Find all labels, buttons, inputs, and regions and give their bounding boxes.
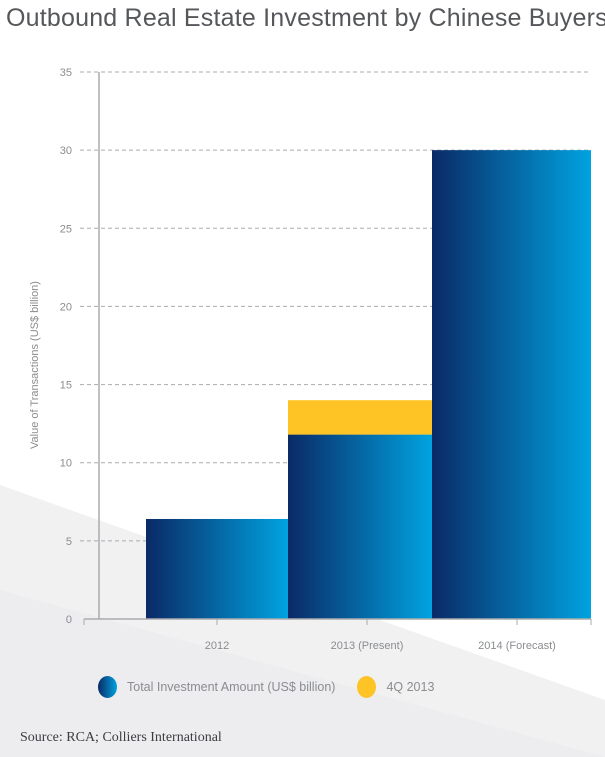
legend-swatch-total [98,676,117,698]
legend-label-4q2013: 4Q 2013 [386,680,435,694]
legend-swatch-4q2013 [357,676,377,698]
y-tick-label: 10 [60,458,72,470]
y-axis-label: Value of Transactions (US$ billion) [29,281,41,449]
bar-total-2014 [432,150,591,619]
y-tick-label: 0 [66,614,72,626]
bar-4q2013-2013 [288,400,432,435]
bar-total-2013 [288,434,432,619]
y-tick-label: 20 [60,301,72,313]
chart-title: Outbound Real Estate Investment by Chine… [6,4,605,32]
x-tick-label: 2014 (Forecast) [478,640,556,652]
x-tick-label: 2012 [205,640,229,652]
legend: Total Investment Amount (US$ billion) 4Q… [98,676,434,698]
y-tick-label: 25 [60,223,72,235]
y-tick-label: 15 [60,380,72,392]
bar-total-2012 [146,518,288,619]
y-tick-label: 35 [60,67,72,79]
legend-label-total: Total Investment Amount (US$ billion) [127,680,336,694]
source-note: Source: RCA; Colliers International [20,730,222,745]
y-tick-label: 30 [60,145,72,157]
x-tick-label: 2013 (Present) [331,640,404,652]
y-tick-label: 5 [66,536,72,548]
